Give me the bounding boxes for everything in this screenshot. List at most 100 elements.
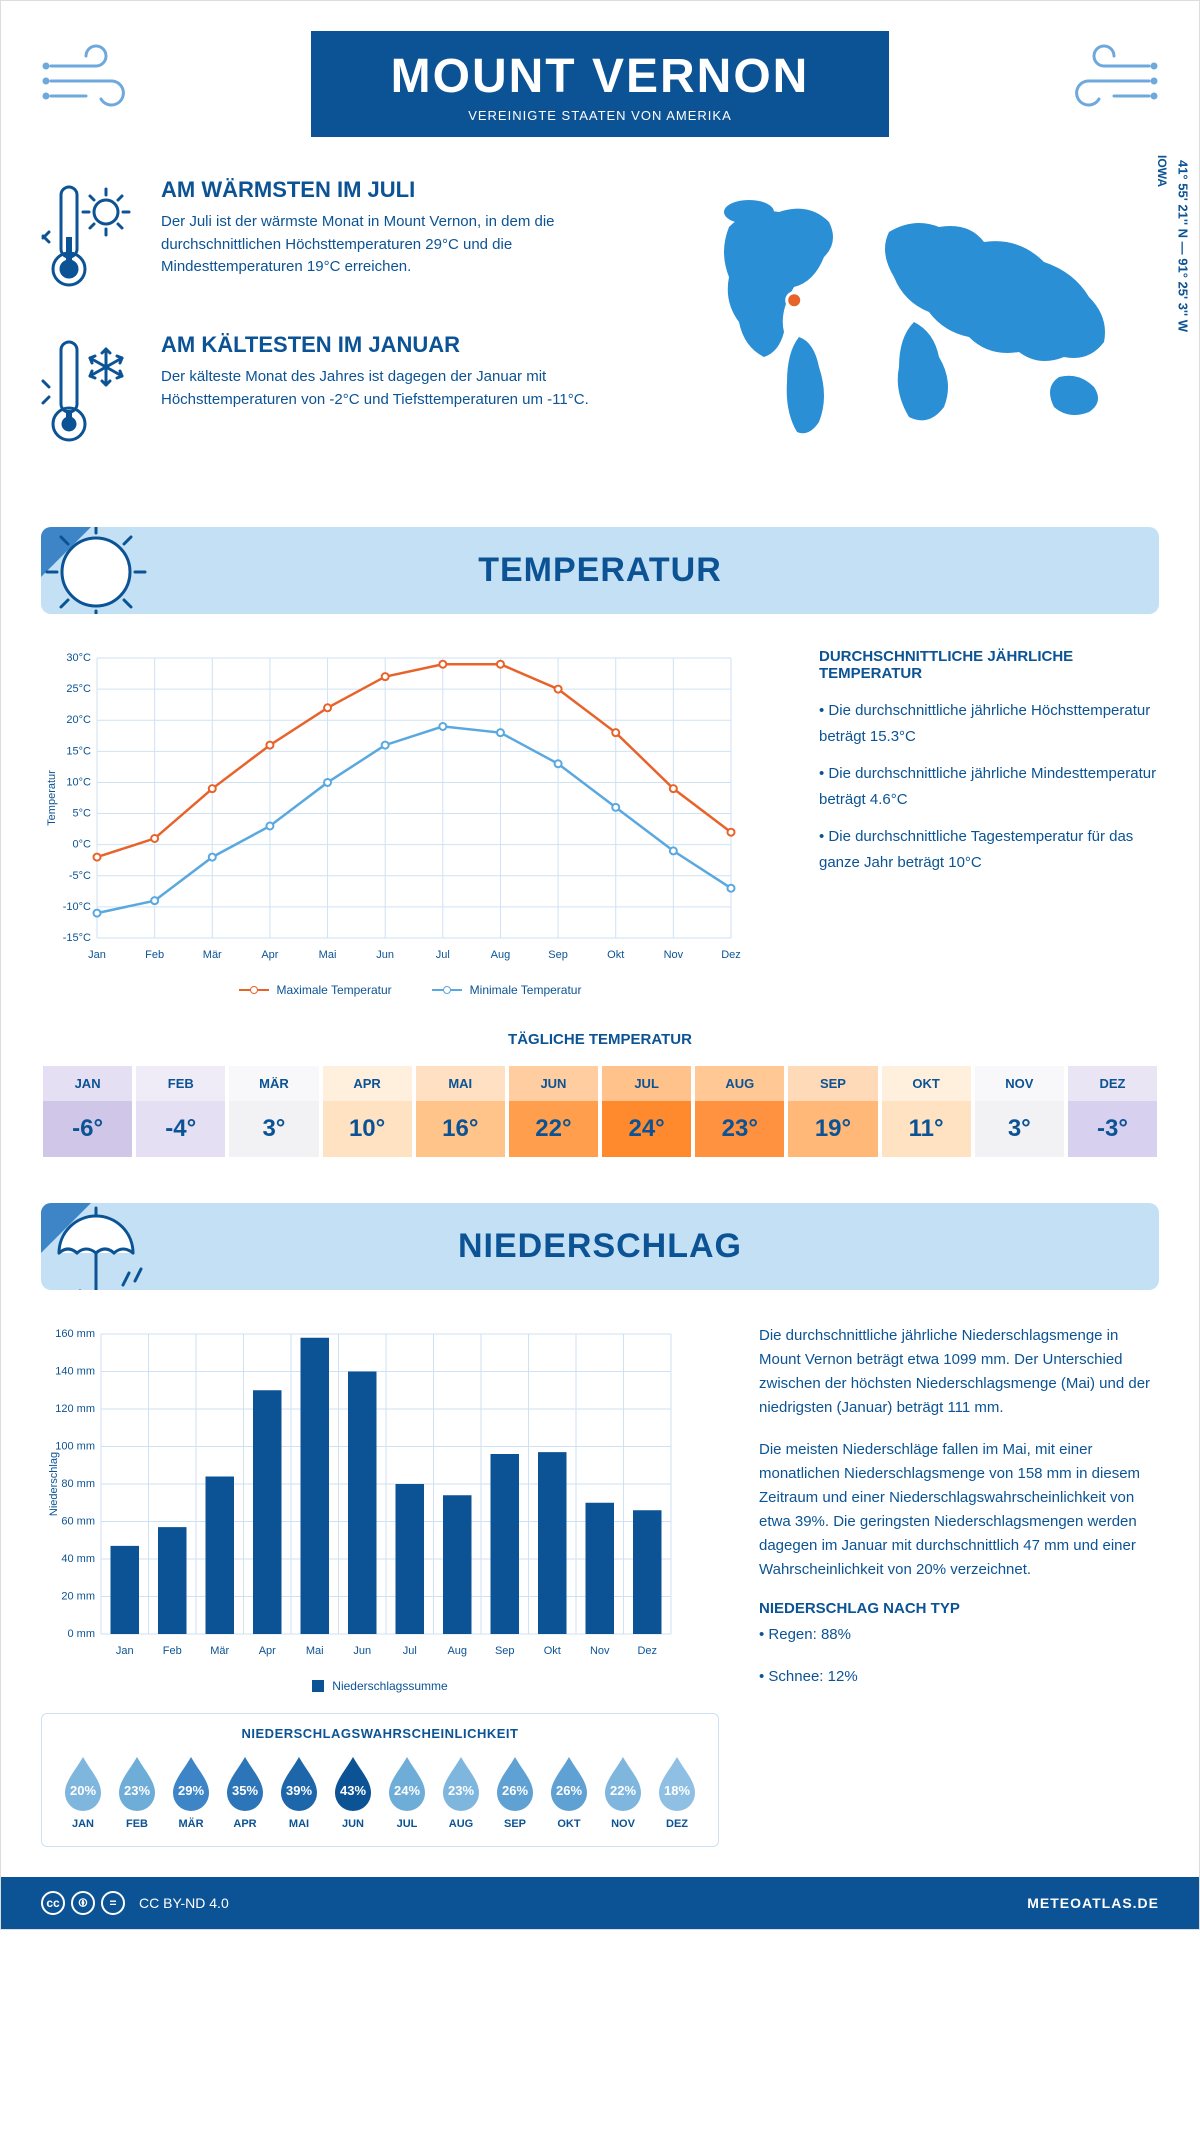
daily-temp-cell: AUG 23° xyxy=(693,1064,786,1159)
footer: cc🅯= CC BY-ND 4.0 METEOATLAS.DE xyxy=(1,1877,1199,1929)
svg-text:Nov: Nov xyxy=(590,1645,610,1657)
svg-text:Niederschlag: Niederschlag xyxy=(48,1452,60,1516)
svg-text:-10°C: -10°C xyxy=(63,901,91,913)
temp-section-header: TEMPERATUR xyxy=(41,527,1159,614)
prob-drop: 35% APR xyxy=(220,1753,270,1830)
svg-text:120 mm: 120 mm xyxy=(55,1403,95,1415)
temp-bullet: • Die durchschnittliche jährliche Höchst… xyxy=(819,698,1159,749)
prob-drop: 24% JUL xyxy=(382,1753,432,1830)
prob-drop: 22% NOV xyxy=(598,1753,648,1830)
warmest-title: AM WÄRMSTEN IM JULI xyxy=(161,177,639,203)
precip-probability-box: NIEDERSCHLAGSWAHRSCHEINLICHKEIT 20% JAN … xyxy=(41,1713,719,1847)
prob-drop: 29% MÄR xyxy=(166,1753,216,1830)
svg-text:35%: 35% xyxy=(232,1783,258,1798)
svg-text:-5°C: -5°C xyxy=(69,870,91,882)
thermometer-sun-icon xyxy=(41,177,141,302)
svg-text:40 mm: 40 mm xyxy=(61,1553,95,1565)
svg-text:140 mm: 140 mm xyxy=(55,1366,95,1378)
svg-text:Jan: Jan xyxy=(88,949,106,961)
svg-text:-15°C: -15°C xyxy=(63,932,91,944)
legend-item: .legend-line[style*='#5aa8e0']::before{b… xyxy=(432,983,582,997)
svg-text:Jul: Jul xyxy=(436,949,450,961)
precip-legend: Niederschlagssumme xyxy=(312,1679,447,1693)
svg-text:43%: 43% xyxy=(340,1783,366,1798)
prob-drop: 26% SEP xyxy=(490,1753,540,1830)
precip-paragraph: Die meisten Niederschläge fallen im Mai,… xyxy=(759,1438,1159,1582)
svg-text:23%: 23% xyxy=(448,1783,474,1798)
svg-text:20 mm: 20 mm xyxy=(61,1591,95,1603)
prob-drop: 39% MAI xyxy=(274,1753,324,1830)
prob-drop: 26% OKT xyxy=(544,1753,594,1830)
svg-text:20%: 20% xyxy=(70,1783,96,1798)
svg-text:Feb: Feb xyxy=(163,1645,182,1657)
svg-text:26%: 26% xyxy=(502,1783,528,1798)
thermometer-snow-icon xyxy=(41,332,141,457)
title-banner: MOUNT VERNON VEREINIGTE STAATEN VON AMER… xyxy=(311,31,890,137)
temp-bullet: • Die durchschnittliche jährliche Mindes… xyxy=(819,761,1159,812)
precipitation-chart: 0 mm 20 mm 40 mm 60 mm 80 mm 100 mm 120 mm 140 … xyxy=(41,1324,719,1693)
prob-drop: 23% AUG xyxy=(436,1753,486,1830)
svg-text:0 mm: 0 mm xyxy=(68,1628,96,1640)
svg-text:23%: 23% xyxy=(124,1783,150,1798)
svg-text:5°C: 5°C xyxy=(73,808,92,820)
coldest-text: Der kälteste Monat des Jahres ist dagege… xyxy=(161,366,639,411)
svg-text:Mai: Mai xyxy=(319,949,337,961)
svg-text:Okt: Okt xyxy=(607,949,624,961)
svg-text:Aug: Aug xyxy=(491,949,511,961)
header: MOUNT VERNON VEREINIGTE STAATEN VON AMER… xyxy=(41,31,1159,137)
svg-text:Mär: Mär xyxy=(210,1645,229,1657)
svg-text:Dez: Dez xyxy=(637,1645,657,1657)
svg-text:60 mm: 60 mm xyxy=(61,1516,95,1528)
daily-temp-cell: MÄR 3° xyxy=(227,1064,320,1159)
legend-item: .legend-line[style*='#e8632a']::before{b… xyxy=(239,983,392,997)
daily-temp-cell: DEZ -3° xyxy=(1066,1064,1159,1159)
precip-type: • Schnee: 12% xyxy=(759,1665,1159,1689)
svg-text:Jul: Jul xyxy=(403,1645,417,1657)
svg-text:Sep: Sep xyxy=(495,1645,515,1657)
daily-temp-cell: FEB -4° xyxy=(134,1064,227,1159)
svg-text:10°C: 10°C xyxy=(66,776,91,788)
svg-text:80 mm: 80 mm xyxy=(61,1478,95,1490)
svg-text:Dez: Dez xyxy=(721,949,741,961)
svg-text:Nov: Nov xyxy=(664,949,684,961)
wind-icon xyxy=(41,41,141,126)
prob-drop: 43% JUN xyxy=(328,1753,378,1830)
daily-temp-cell: NOV 3° xyxy=(973,1064,1066,1159)
umbrella-icon xyxy=(41,1203,161,1290)
site-name: METEOATLAS.DE xyxy=(1027,1895,1159,1911)
svg-text:15°C: 15°C xyxy=(66,745,91,757)
svg-text:Jun: Jun xyxy=(353,1645,371,1657)
svg-text:Temperatur: Temperatur xyxy=(46,770,58,826)
page-subtitle: VEREINIGTE STAATEN VON AMERIKA xyxy=(391,108,810,123)
daily-temp-cell: MAI 16° xyxy=(414,1064,507,1159)
coordinates: 41° 55' 21'' N — 91° 25' 3'' W xyxy=(1176,160,1191,332)
coldest-summary: AM KÄLTESTEN IM JANUAR Der kälteste Mona… xyxy=(41,332,639,457)
prob-drop: 20% JAN xyxy=(58,1753,108,1830)
temp-bullet: • Die durchschnittliche Tagestemperatur … xyxy=(819,824,1159,875)
svg-text:160 mm: 160 mm xyxy=(55,1328,95,1340)
region-label: IOWA xyxy=(1155,155,1169,187)
page-title: MOUNT VERNON xyxy=(391,49,810,104)
svg-text:Sep: Sep xyxy=(548,949,568,961)
prob-title: NIEDERSCHLAGSWAHRSCHEINLICHKEIT xyxy=(58,1726,702,1741)
svg-text:Aug: Aug xyxy=(447,1645,467,1657)
temperature-chart: -15°C-10°C-5°C0°C5°C10°C15°C20°C25°C30°C… xyxy=(41,648,779,997)
prob-drop: 18% DEZ xyxy=(652,1753,702,1830)
daily-temp-title: TÄGLICHE TEMPERATUR xyxy=(41,1031,1159,1048)
coldest-title: AM KÄLTESTEN IM JANUAR xyxy=(161,332,639,358)
precip-type-title: NIEDERSCHLAG NACH TYP xyxy=(759,1600,1159,1617)
svg-text:Feb: Feb xyxy=(145,949,164,961)
warmest-summary: AM WÄRMSTEN IM JULI Der Juli ist der wär… xyxy=(41,177,639,302)
svg-text:100 mm: 100 mm xyxy=(55,1441,95,1453)
warmest-text: Der Juli ist der wärmste Monat in Mount … xyxy=(161,211,639,279)
license-badge: cc🅯= CC BY-ND 4.0 xyxy=(41,1891,229,1915)
daily-temp-cell: JUN 22° xyxy=(507,1064,600,1159)
svg-text:0°C: 0°C xyxy=(73,839,92,851)
daily-temp-cell: APR 10° xyxy=(321,1064,414,1159)
svg-text:Jun: Jun xyxy=(376,949,394,961)
svg-text:Apr: Apr xyxy=(261,949,278,961)
svg-text:22%: 22% xyxy=(610,1783,636,1798)
svg-text:Mai: Mai xyxy=(306,1645,324,1657)
temp-side-text: DURCHSCHNITTLICHE JÄHRLICHE TEMPERATUR •… xyxy=(819,648,1159,997)
temp-title: TEMPERATUR xyxy=(41,551,1159,590)
